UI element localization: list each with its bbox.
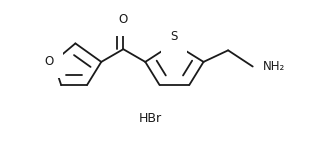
Text: S: S (170, 30, 177, 43)
Text: O: O (44, 55, 53, 68)
Text: NH₂: NH₂ (263, 60, 285, 73)
Text: O: O (119, 13, 128, 26)
Text: HBr: HBr (139, 112, 162, 125)
